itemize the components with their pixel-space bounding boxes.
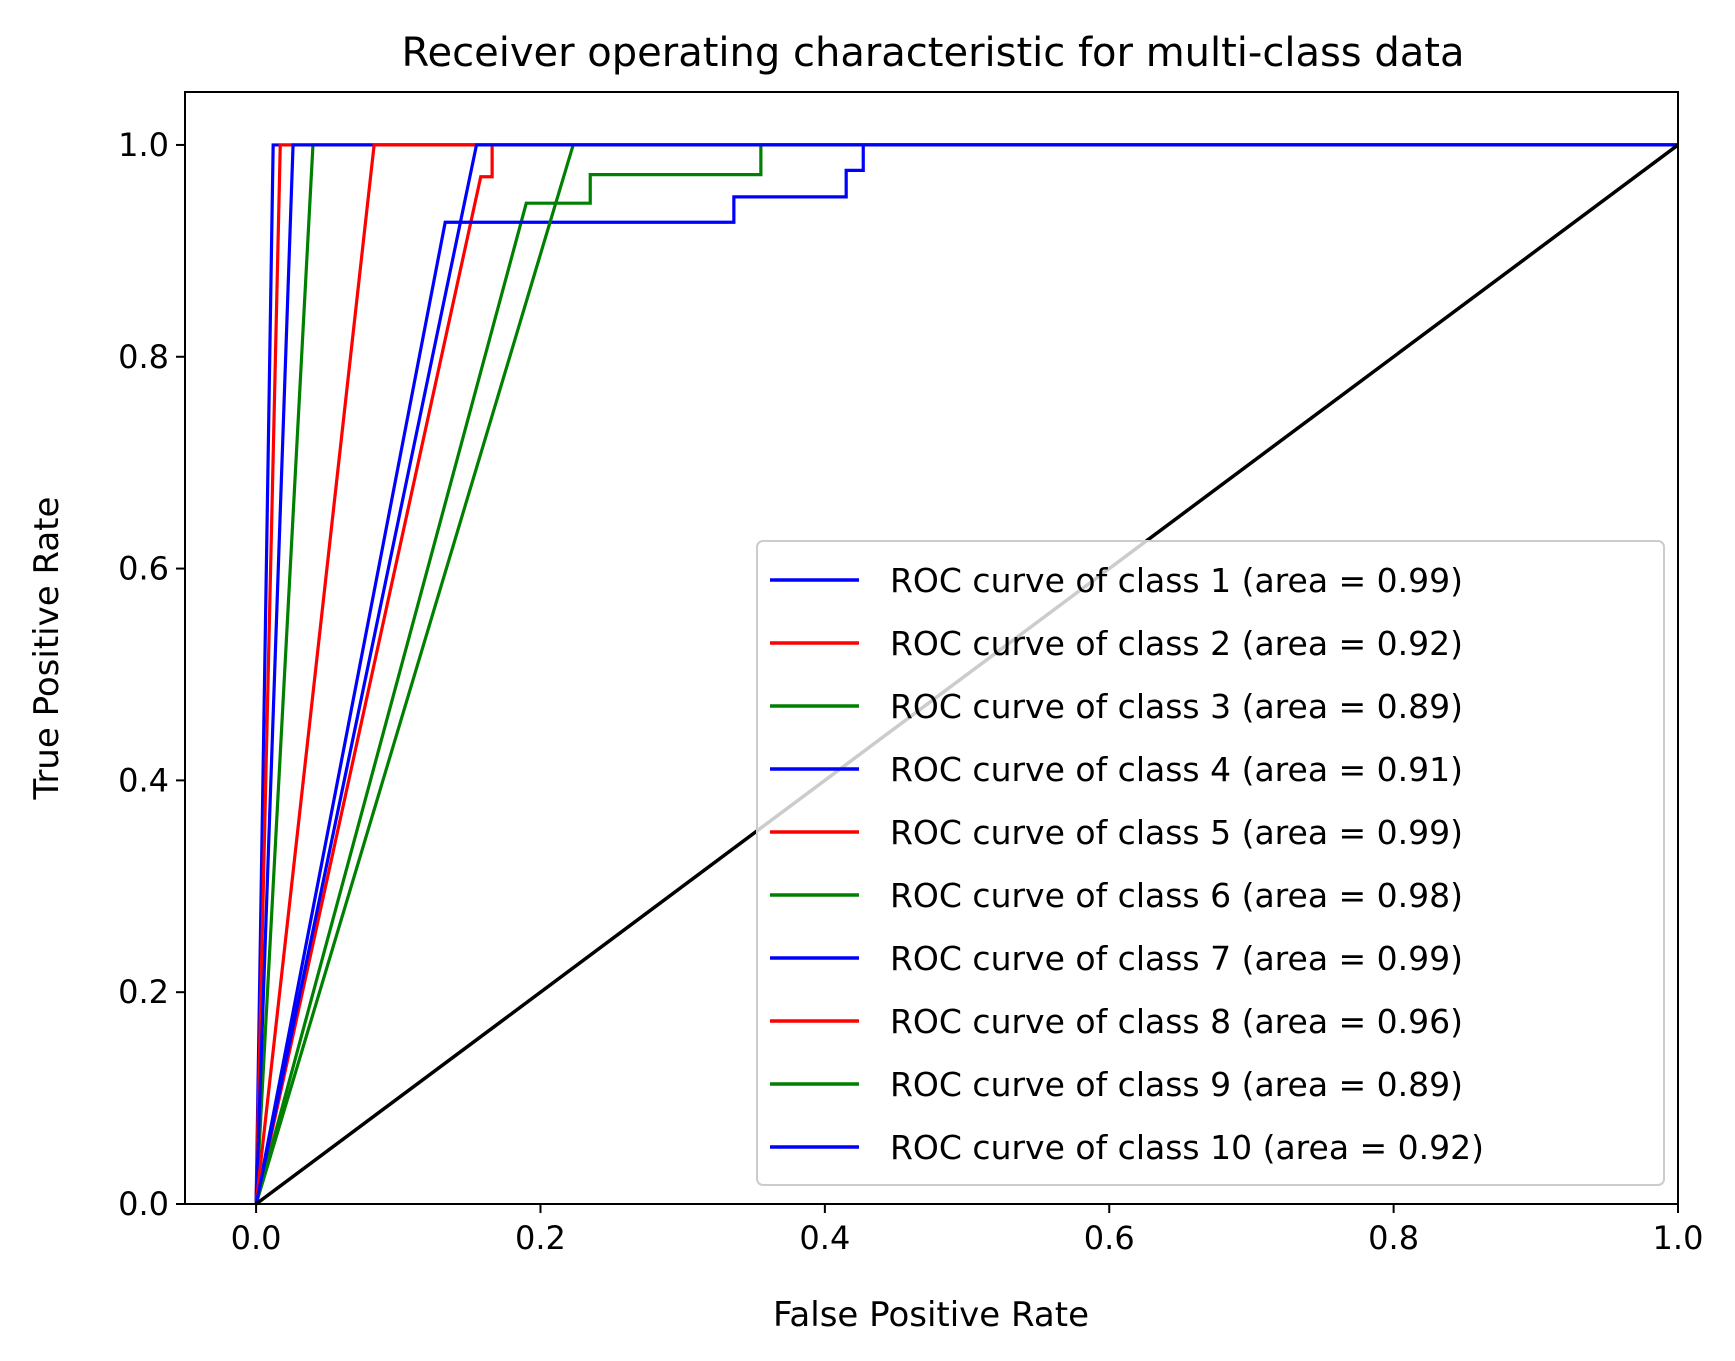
x-tick-label: 0.6	[1084, 1219, 1135, 1257]
legend-entry-label: ROC curve of class 1 (area = 0.99)	[890, 561, 1463, 600]
roc-curves	[254, 143, 1680, 1206]
legend-entry-label: ROC curve of class 3 (area = 0.89)	[890, 687, 1463, 726]
legend-entry-label: ROC curve of class 5 (area = 0.99)	[890, 813, 1463, 852]
legend-entry-label: ROC curve of class 2 (area = 0.92)	[890, 624, 1463, 663]
y-tick-label: 0.2	[118, 973, 169, 1011]
x-tick-label: 0.4	[799, 1219, 850, 1257]
legend-box	[756, 540, 1665, 1186]
roc-curve-class-4	[254, 143, 1678, 1205]
chart-title: Receiver operating characteristic for mu…	[402, 30, 1465, 76]
legend-entry-label: ROC curve of class 10 (area = 0.92)	[890, 1128, 1484, 1167]
y-tick-label: 0.0	[118, 1185, 169, 1223]
x-tick-label: 0.0	[231, 1219, 282, 1257]
legend-entry-label: ROC curve of class 7 (area = 0.99)	[890, 939, 1463, 978]
y-axis-label: True Positive Rate	[27, 497, 67, 801]
x-axis-ticks: 0.0 0.2 0.4 0.6 0.8 1.0	[231, 1204, 1704, 1257]
axes-frame	[184, 91, 1679, 1205]
y-tick-label: 1.0	[118, 126, 169, 164]
legend-entry-label: ROC curve of class 6 (area = 0.98)	[890, 876, 1463, 915]
y-tick-label: 0.4	[118, 761, 169, 799]
x-axis-label: False Positive Rate	[773, 1295, 1089, 1335]
y-tick-label: 0.6	[118, 550, 169, 588]
roc-curve-class-10	[254, 143, 1678, 1205]
y-tick-label: 0.8	[118, 338, 169, 376]
y-axis-ticks: 0.0 0.2 0.4 0.6 0.8 1.0	[118, 126, 185, 1223]
legend-entry-label: ROC curve of class 8 (area = 0.96)	[890, 1002, 1463, 1041]
legend-entry-label: ROC curve of class 4 (area = 0.91)	[890, 750, 1463, 789]
x-tick-label: 1.0	[1653, 1219, 1704, 1257]
x-tick-label: 0.8	[1368, 1219, 1419, 1257]
legend: ROC curve of class 1 (area = 0.99) ROC cu…	[756, 540, 1665, 1186]
x-tick-label: 0.2	[515, 1219, 566, 1257]
legend-entry-label: ROC curve of class 9 (area = 0.89)	[890, 1065, 1463, 1104]
